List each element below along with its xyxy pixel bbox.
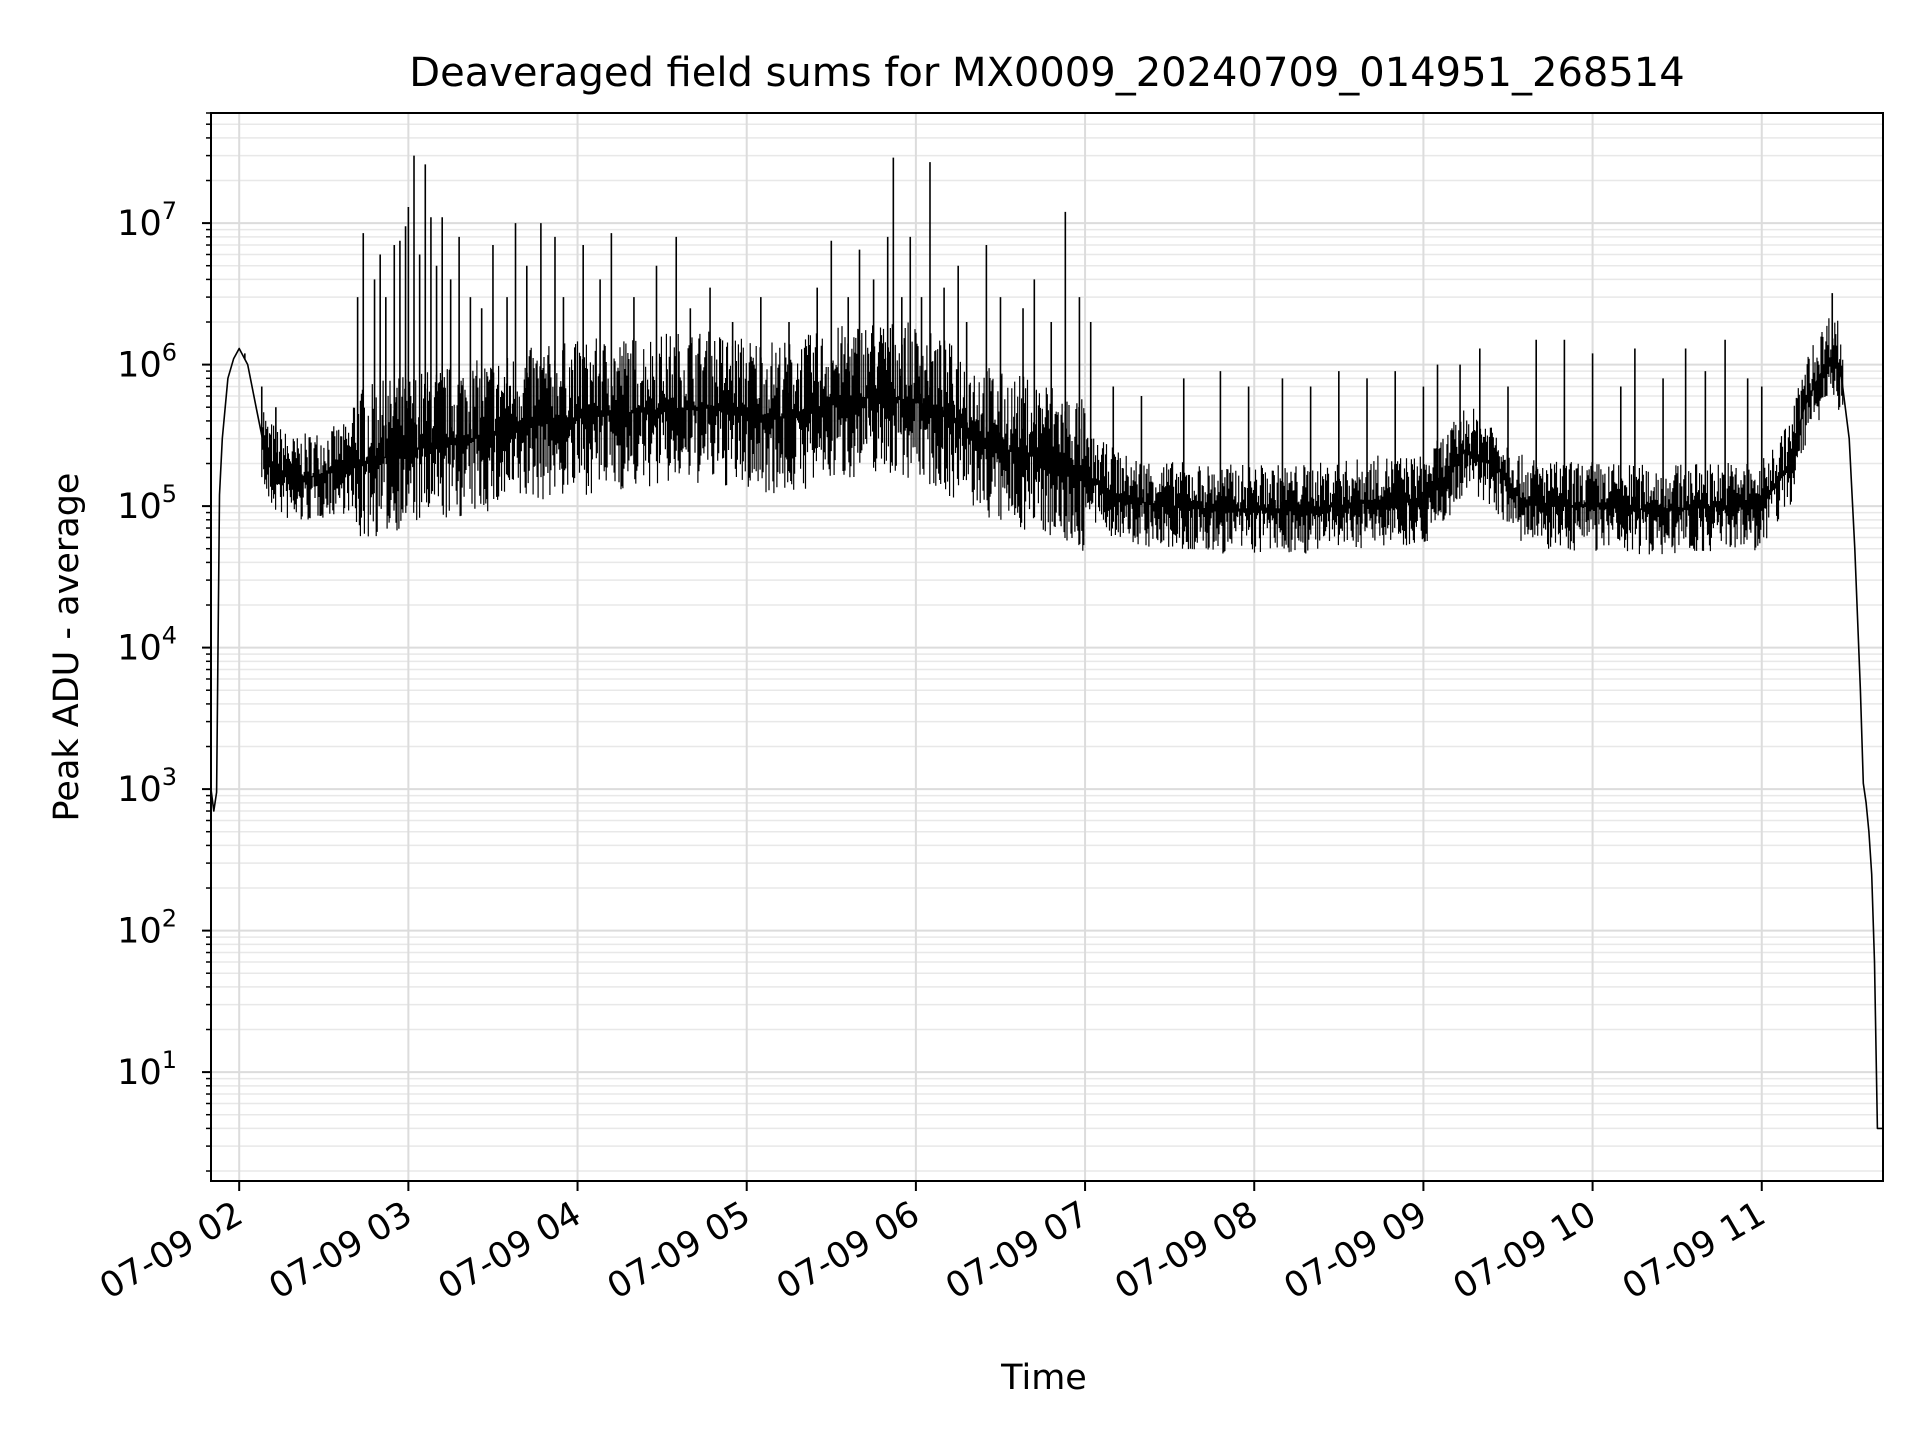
y-tick-exponent: 4 — [162, 622, 177, 650]
y-tick-base: 10 — [117, 770, 162, 810]
x-axis-label: Time — [1000, 1358, 1087, 1398]
chart-title: Deaveraged field sums for MX0009_2024070… — [409, 50, 1684, 96]
y-tick-label: 106 — [117, 339, 177, 386]
y-tick-label: 102 — [117, 905, 177, 952]
y-tick-exponent: 7 — [162, 197, 177, 225]
series-layer — [210, 155, 1883, 1130]
y-tick-base: 10 — [117, 1053, 162, 1093]
y-tick-base: 10 — [117, 204, 162, 244]
y-tick-label: 104 — [117, 622, 177, 669]
series-noise — [261, 318, 1844, 555]
y-tick-base: 10 — [117, 912, 162, 952]
y-tick-exponent: 3 — [162, 763, 177, 791]
y-tick-base: 10 — [117, 346, 162, 386]
y-tick-label: 101 — [117, 1046, 177, 1093]
y-tick-exponent: 2 — [162, 905, 177, 933]
y-axis-label: Peak ADU - average — [47, 473, 87, 822]
y-tick-exponent: 1 — [162, 1046, 177, 1074]
gridlines — [211, 112, 1883, 1181]
y-tick-label: 103 — [117, 763, 177, 810]
y-tick-base: 10 — [117, 487, 162, 527]
y-tick-exponent: 6 — [162, 339, 177, 367]
y-tick-label: 107 — [117, 197, 177, 244]
y-tick-base: 10 — [117, 629, 162, 669]
y-tick-label: 105 — [117, 480, 177, 527]
y-tick-exponent: 5 — [162, 480, 177, 508]
